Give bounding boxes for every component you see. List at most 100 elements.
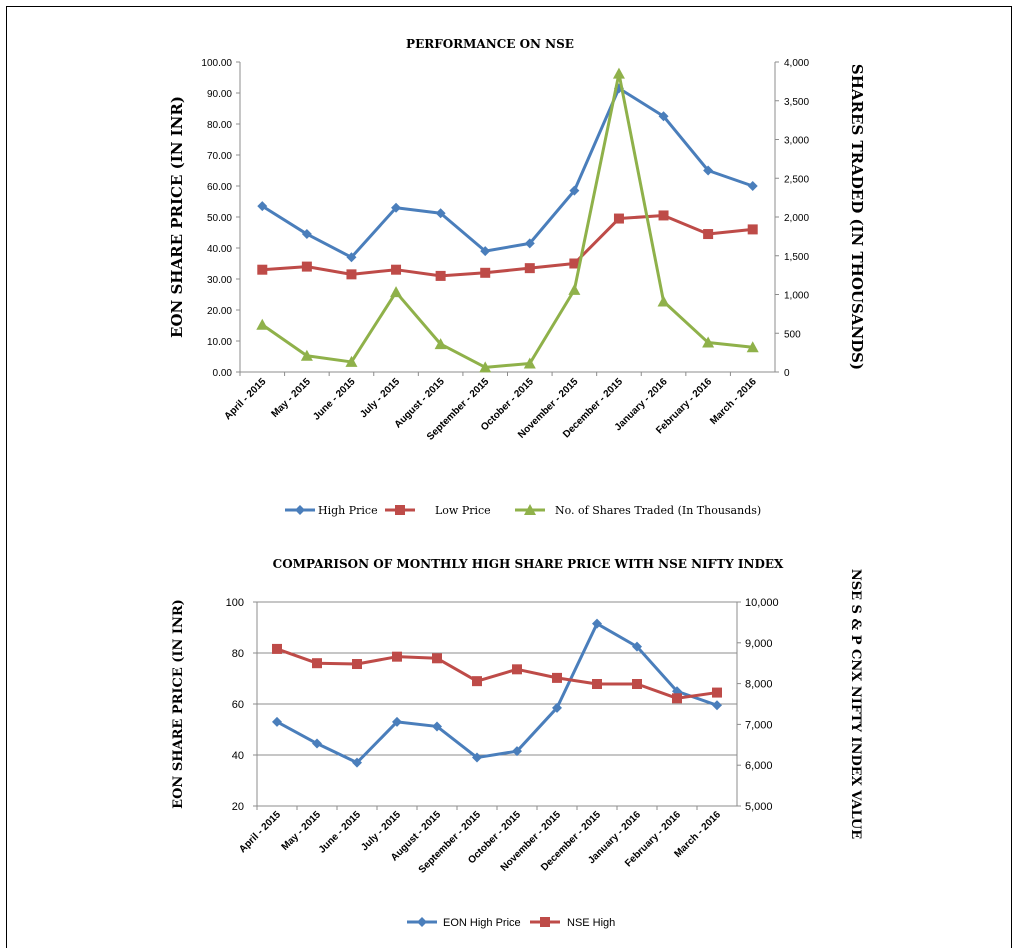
data-point	[300, 349, 313, 361]
data-point	[345, 355, 358, 367]
y2-tick-label: 10,000	[745, 597, 779, 609]
y-tick-label: 60	[232, 699, 244, 711]
y-tick-label: 80.00	[207, 120, 232, 131]
y-tick-label: 90.00	[207, 89, 232, 100]
data-point	[712, 687, 722, 698]
y2-tick-label: 3,500	[784, 97, 809, 108]
y2-tick-label: 5,000	[745, 801, 773, 813]
data-point	[257, 201, 268, 212]
data-point	[391, 202, 402, 213]
series-line	[261, 86, 754, 259]
y-tick-label: 10.00	[207, 337, 232, 348]
x-tick-label: April - 2015	[237, 809, 283, 855]
data-point	[346, 269, 357, 280]
y-tick-label: 100.00	[201, 58, 232, 69]
y2-tick-label: 7,000	[745, 719, 773, 731]
y-axis-title: EON SHARE PRICE (IN INR)	[168, 96, 186, 338]
y-tick-label: 40	[232, 750, 244, 762]
y2-tick-label: 1,000	[784, 291, 809, 302]
data-point	[747, 181, 758, 191]
y-tick-label: 20	[232, 801, 244, 813]
data-point	[702, 336, 715, 348]
legend-swatch-marker	[540, 917, 550, 927]
data-point	[257, 264, 268, 275]
data-point	[569, 258, 580, 269]
data-point	[272, 716, 282, 727]
series-No. of Shares Traded (In Thousands)	[256, 67, 759, 373]
data-point	[352, 757, 362, 768]
data-point	[472, 676, 482, 687]
data-point	[524, 263, 535, 274]
data-point	[613, 213, 624, 224]
series-Low Price	[257, 210, 758, 281]
data-point	[256, 318, 269, 330]
data-point	[658, 210, 669, 221]
data-point	[312, 658, 322, 669]
y2-tick-label: 9,000	[745, 638, 773, 650]
y-tick-label: 70.00	[207, 151, 232, 162]
y2-axis-title: SHARES TRADED (IN THOUSANDS)	[848, 64, 866, 370]
legend: High Price Low Price No. of Shares Traded …	[285, 504, 761, 517]
data-point	[523, 357, 536, 369]
legend-label: No. of Shares Traded (In Thousands)	[555, 504, 761, 517]
data-point	[479, 361, 492, 373]
data-point	[703, 165, 714, 176]
series-line	[261, 72, 753, 369]
x-tick-label: July - 2015	[358, 376, 402, 420]
y-axis-title: EON SHARE PRICE (IN INR)	[171, 599, 186, 809]
legend-label: NSE High	[567, 917, 615, 929]
data-point	[432, 721, 442, 732]
y2-axis-title: NSE S & P CNX NIFTY INDEX VALUE	[848, 569, 863, 839]
data-point	[301, 229, 312, 240]
data-point	[746, 341, 759, 353]
data-point	[480, 246, 491, 257]
data-point	[352, 659, 362, 670]
y2-tick-label: 1,500	[784, 252, 809, 263]
y-tick-label: 40.00	[207, 244, 232, 255]
data-point	[612, 67, 625, 79]
legend-swatch-marker	[524, 504, 536, 515]
y2-tick-label: 4,000	[784, 58, 809, 69]
x-tick-label: March - 2016	[708, 376, 759, 427]
data-point	[569, 185, 580, 196]
legend-swatch-marker	[417, 917, 427, 927]
chart-1: PERFORMANCE ON NSE 100.00 90.00 80.00 70.00 6…	[168, 37, 866, 517]
data-point	[480, 267, 491, 278]
chart-title: PERFORMANCE ON NSE	[406, 37, 574, 51]
data-point	[272, 643, 282, 654]
legend-label: High Price	[318, 504, 378, 517]
x-tick-label: June - 2015	[311, 376, 358, 423]
data-point	[632, 679, 642, 690]
y2-tick-label: 0	[784, 368, 790, 379]
data-point	[472, 752, 482, 763]
data-point	[392, 651, 402, 662]
series-NSE High	[272, 643, 722, 704]
data-point	[592, 618, 602, 629]
x-tick-label: April - 2015	[223, 376, 269, 422]
data-point	[703, 229, 714, 240]
y-tick-label: 20.00	[207, 306, 232, 317]
data-point	[552, 702, 562, 713]
data-point	[435, 208, 446, 219]
series-line	[262, 213, 753, 278]
y2-tick-label: 2,000	[784, 213, 809, 224]
data-point	[632, 641, 642, 652]
data-point	[346, 252, 357, 263]
data-point	[390, 286, 403, 298]
y2-tick-label: 3,000	[784, 136, 809, 147]
series-High Price	[257, 83, 758, 263]
x-tick-label: May - 2015	[280, 809, 324, 853]
series-line	[276, 622, 718, 765]
data-point	[301, 261, 312, 272]
data-point	[657, 295, 670, 307]
series-line	[276, 647, 718, 700]
data-point	[568, 283, 581, 295]
data-point	[747, 224, 758, 235]
legend-swatch-marker	[395, 505, 405, 515]
x-tick-label: May - 2015	[269, 376, 313, 420]
data-point	[672, 693, 682, 704]
y-tick-label: 100	[226, 597, 244, 609]
legend: EON High Price NSE High	[407, 917, 615, 929]
data-point	[512, 746, 522, 757]
